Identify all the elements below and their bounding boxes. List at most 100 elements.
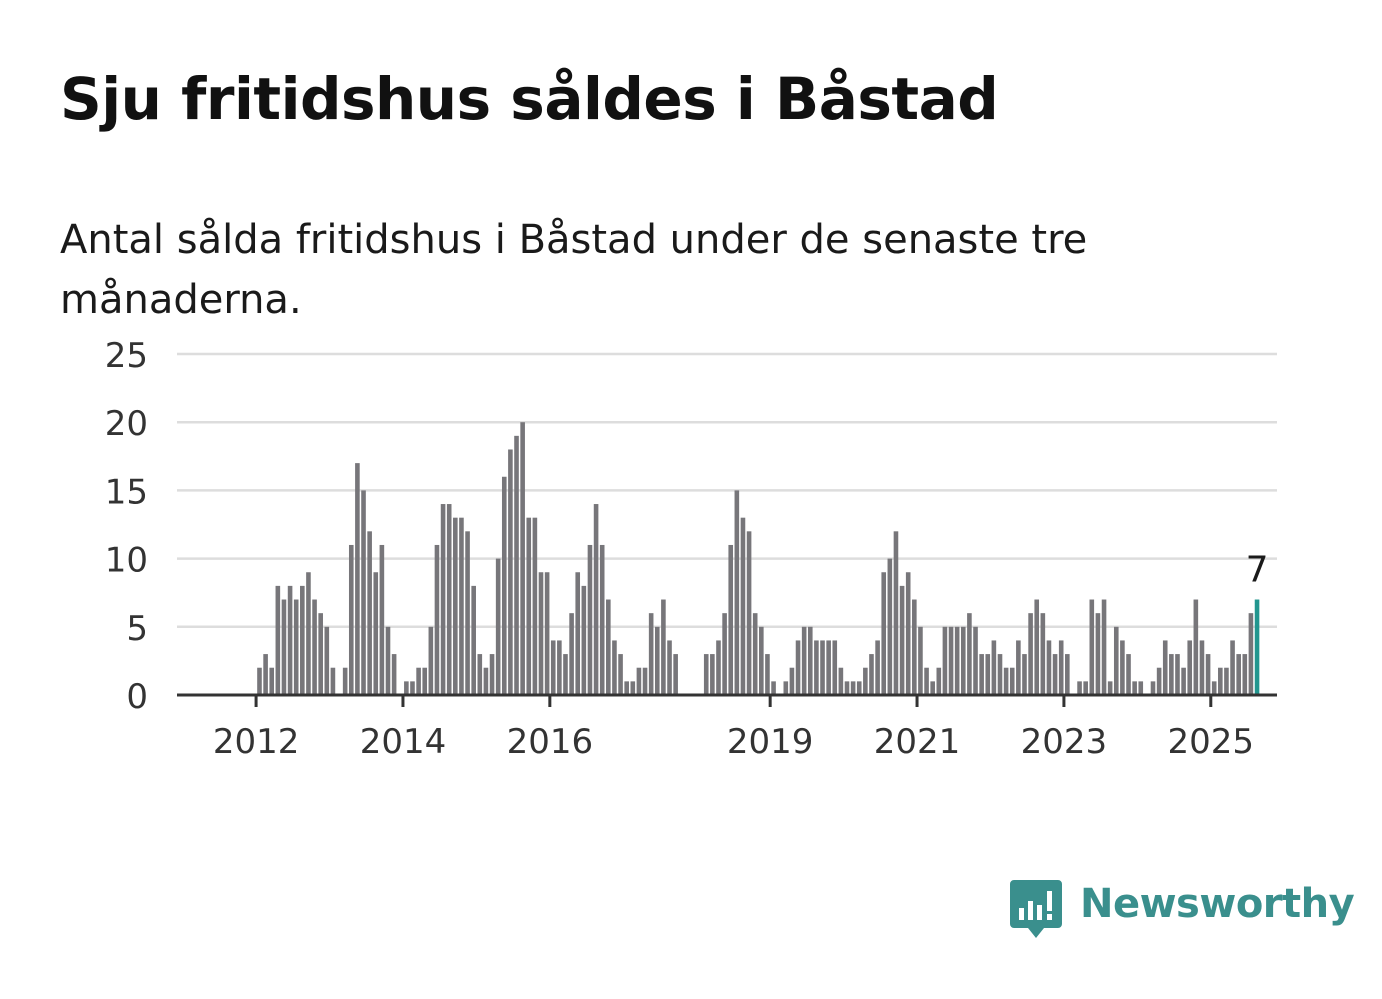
bar: [606, 599, 611, 695]
bar: [477, 654, 483, 695]
bar: [887, 558, 893, 695]
bar: [918, 626, 923, 695]
bar: [1009, 667, 1015, 695]
bar: [293, 599, 299, 695]
bar: [985, 654, 991, 695]
bar: [453, 517, 458, 695]
bar: [471, 585, 476, 695]
bar: [355, 463, 360, 695]
bar: [838, 667, 844, 695]
bar: [636, 667, 642, 695]
bar: [550, 640, 556, 695]
bar: [1107, 681, 1113, 695]
bar: [997, 654, 1003, 695]
x-tick-label: 2012: [213, 722, 300, 762]
bar: [379, 544, 385, 695]
bar: [1156, 667, 1162, 695]
bar: [991, 640, 997, 695]
bar: [422, 667, 428, 695]
bar: [263, 654, 268, 695]
bar: [557, 640, 562, 695]
bar: [434, 544, 440, 695]
y-tick-label: 20: [105, 404, 148, 444]
bar: [801, 626, 807, 695]
bar: [416, 667, 421, 695]
page-title: Sju fritidshus såldes i Båstad: [60, 65, 999, 133]
bar: [446, 504, 452, 695]
bar: [532, 517, 538, 695]
bar: [881, 572, 887, 695]
bar: [826, 640, 831, 695]
bar: [850, 681, 856, 695]
bar: [520, 422, 525, 695]
y-tick-label: 15: [105, 472, 148, 512]
bar: [489, 654, 495, 695]
bar: [526, 517, 532, 695]
bar: [563, 654, 568, 695]
bar: [703, 654, 709, 695]
bar: [1169, 654, 1174, 695]
bar: [624, 681, 629, 695]
bar: [428, 626, 434, 695]
bar: [1211, 681, 1217, 695]
bar: [728, 544, 734, 695]
bar: [1230, 640, 1235, 695]
bar: [1248, 613, 1254, 695]
bar: [673, 654, 678, 695]
bar: [1205, 654, 1211, 695]
bar: [746, 531, 752, 695]
bar: [1187, 640, 1193, 695]
bar: [893, 531, 899, 695]
bar: [1224, 667, 1229, 695]
bar: [1126, 654, 1131, 695]
bar: [869, 654, 874, 695]
bar: [912, 599, 917, 695]
bar: [300, 585, 305, 695]
bar: [1034, 599, 1040, 695]
bar: [281, 599, 287, 695]
bar: [734, 490, 740, 695]
bar: [312, 599, 317, 695]
bar: [410, 681, 415, 695]
bar: [930, 681, 935, 695]
bar: [936, 667, 942, 695]
bar: [1028, 613, 1033, 695]
bar: [740, 517, 746, 695]
bar: [1101, 599, 1107, 695]
bar: [960, 626, 966, 695]
bar: [330, 667, 336, 695]
bar: [465, 531, 470, 695]
bar: [1077, 681, 1082, 695]
bar: [752, 613, 758, 695]
bar: [508, 449, 513, 695]
bar: [905, 572, 911, 695]
bar: [973, 626, 978, 695]
bar: [1181, 667, 1186, 695]
bar: [630, 681, 636, 695]
bar: [581, 585, 587, 695]
bar: [1193, 599, 1199, 695]
bar: [1120, 640, 1125, 695]
x-tick-label: 2014: [360, 722, 447, 762]
bar: [1162, 640, 1168, 695]
y-tick-label: 5: [126, 609, 148, 649]
bar: [287, 585, 293, 695]
bar: [1046, 640, 1052, 695]
bar: [501, 476, 507, 695]
bar: [373, 572, 379, 695]
x-tick-label: 2023: [1021, 722, 1108, 762]
bar: [795, 640, 801, 695]
bar: [306, 572, 311, 695]
bar: [954, 626, 960, 695]
bar: [1218, 667, 1223, 695]
x-tick-label: 2016: [507, 722, 594, 762]
y-tick-label: 10: [105, 541, 148, 581]
y-tick-label: 0: [126, 677, 148, 717]
bar: [318, 613, 323, 695]
bar: [587, 544, 593, 695]
bar: [257, 667, 262, 695]
bar: [942, 626, 948, 695]
bar: [342, 667, 348, 695]
